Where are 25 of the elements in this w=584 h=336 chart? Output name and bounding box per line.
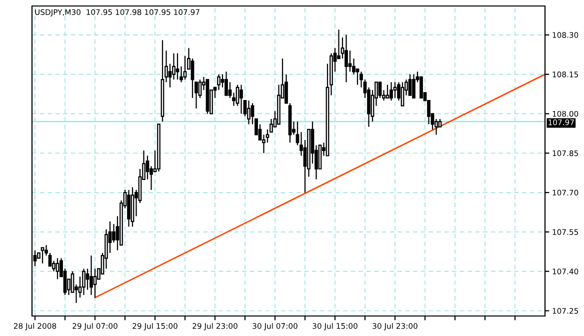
candlestick: [344, 34, 348, 83]
candlestick: [190, 58, 194, 99]
candlestick: [247, 100, 250, 125]
candlestick: [224, 71, 228, 96]
candlestick: [90, 255, 93, 296]
candlestick: [176, 52, 180, 80]
candlestick: [240, 84, 243, 114]
candlestick: [112, 223, 116, 243]
candlestick: [82, 268, 86, 296]
candlestick: [400, 82, 404, 106]
candlestick: [93, 268, 97, 298]
candlestick: [393, 82, 397, 99]
candlestick: [408, 74, 412, 96]
candlestick: [348, 50, 352, 72]
candlestick: [217, 74, 220, 91]
candlestick: [56, 258, 60, 280]
candlestick: [412, 74, 416, 99]
candlestick: [390, 82, 393, 102]
candlestick: [337, 29, 340, 60]
candlestick: [183, 55, 187, 80]
candlestick: [356, 68, 360, 86]
candlestick: [386, 84, 390, 99]
candlestick: [127, 189, 130, 228]
candlestick: [378, 82, 382, 99]
candlestick: [40, 247, 44, 264]
